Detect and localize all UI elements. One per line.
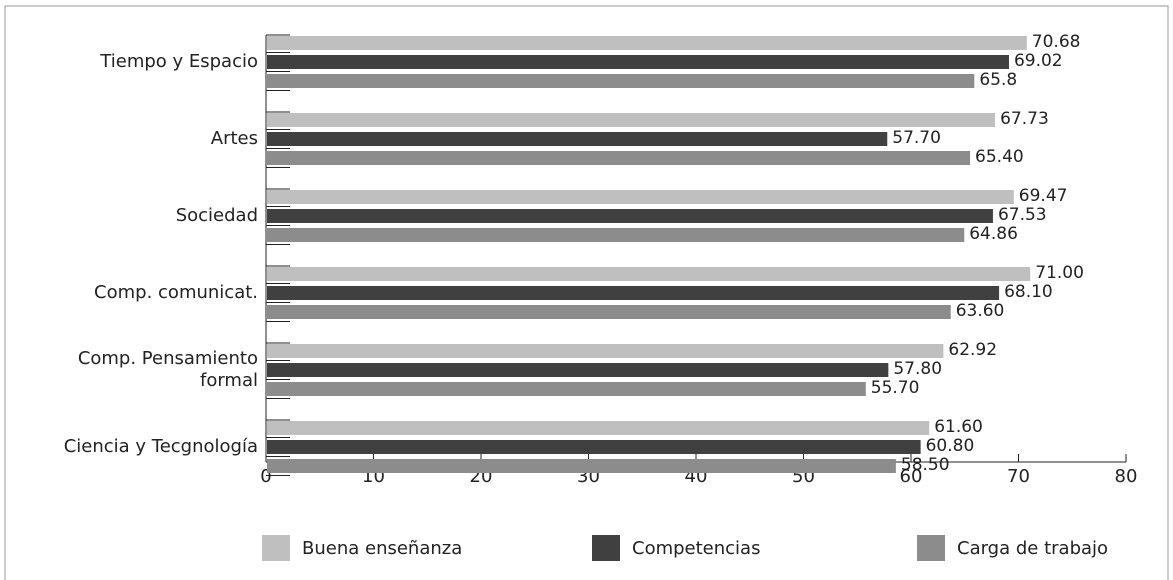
bar	[267, 382, 866, 396]
value-label: 71.00	[1035, 263, 1084, 283]
legend-label: Buena enseñanza	[302, 538, 462, 559]
bar	[267, 440, 921, 454]
value-label: 69.47	[1019, 186, 1068, 206]
bar	[267, 267, 1031, 281]
bar	[267, 113, 996, 127]
bar	[267, 132, 888, 146]
frame	[4, 5, 1169, 580]
category-label: Comp. comunicat.	[94, 282, 258, 303]
x-tick-label: 70	[1007, 466, 1030, 487]
legend-swatch	[262, 535, 290, 561]
bar	[267, 55, 1009, 69]
bar	[267, 305, 951, 319]
bar	[267, 190, 1014, 204]
category-label: Sociedad	[175, 205, 258, 226]
bar	[267, 209, 993, 223]
category-label: Tiempo y Espacio	[100, 51, 258, 72]
value-label: 69.02	[1014, 51, 1063, 71]
value-label: 58.50	[901, 455, 950, 475]
value-label: 67.53	[998, 205, 1047, 225]
bar	[267, 459, 896, 473]
bar	[267, 36, 1027, 50]
legend-swatch	[592, 535, 620, 561]
value-label: 65.40	[975, 147, 1024, 167]
legend-swatch	[917, 535, 945, 561]
value-label: 62.92	[948, 340, 997, 360]
legend-label: Competencias	[632, 538, 760, 559]
x-tick-label: 0	[260, 466, 271, 487]
bar	[267, 286, 1000, 300]
value-label: 55.70	[871, 378, 920, 398]
value-label: 67.73	[1000, 109, 1049, 129]
legend-label: Carga de trabajo	[957, 538, 1108, 559]
value-label: 61.60	[934, 417, 983, 437]
bar	[267, 421, 930, 435]
value-label: 64.86	[969, 224, 1018, 244]
bar	[267, 74, 975, 88]
value-label: 57.80	[893, 359, 942, 379]
category-label: Ciencia y Tecgnología	[63, 436, 258, 457]
x-tick-label: 60	[900, 466, 923, 487]
value-label: 60.80	[926, 436, 975, 456]
bar	[267, 151, 971, 165]
value-label: 57.70	[892, 128, 941, 148]
value-label: 65.8	[979, 70, 1017, 90]
bar	[267, 363, 889, 377]
x-tick-label: 80	[1115, 466, 1138, 487]
value-label: 63.60	[956, 301, 1005, 321]
bar	[267, 344, 944, 358]
bar	[267, 228, 965, 242]
category-label: Artes	[210, 128, 258, 149]
category-label: Comp. Pensamiento formal	[77, 348, 258, 391]
value-label: 70.68	[1032, 32, 1081, 52]
value-label: 68.10	[1004, 282, 1053, 302]
